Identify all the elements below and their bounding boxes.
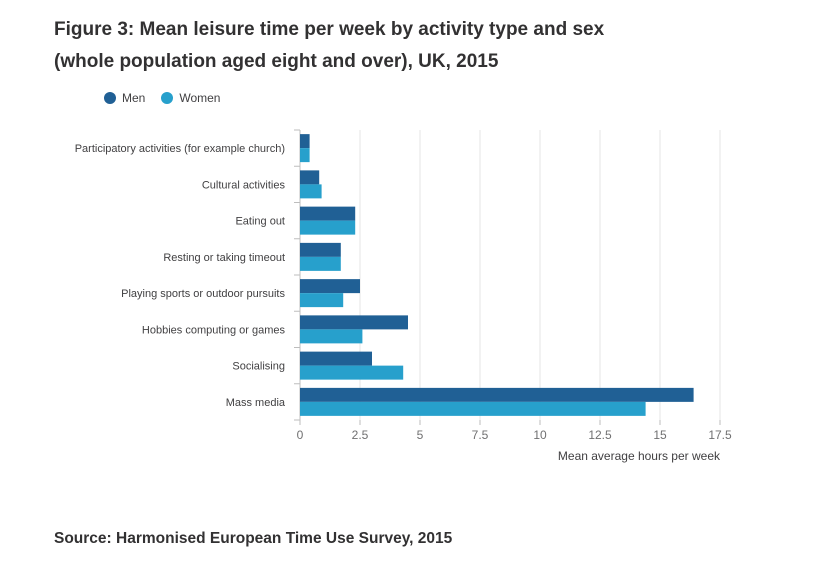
bar-men-4 [300,279,360,294]
bar-men-1 [300,170,320,185]
bar-women-0 [300,148,310,163]
bar-women-3 [300,256,341,271]
source-note: Source: Harmonised European Time Use Sur… [54,530,453,547]
legend-label-women: Women [179,91,221,105]
bar-women-7 [300,401,646,416]
x-tick-label-1: 2.5 [352,428,369,442]
category-label-5: Hobbies computing or games [142,324,286,336]
x-tick-label-4: 10 [533,428,547,442]
x-tick-label-6: 15 [653,428,667,442]
x-tick-label-5: 12.5 [588,428,612,442]
legend-swatch-men [104,92,116,104]
category-label-6: Socialising [232,361,285,373]
category-label-3: Resting or taking timeout [163,252,285,264]
bar-women-1 [300,184,322,199]
bar-men-0 [300,134,310,149]
category-label-1: Cultural activities [202,179,286,191]
legend-item-men: Men [104,91,145,105]
bar-women-2 [300,220,356,235]
x-tick-label-7: 17.5 [708,428,732,442]
chart-title-line-2: (whole population aged eight and over), … [54,51,499,72]
category-label-7: Mass media [226,397,286,409]
legend-swatch-women [161,92,174,104]
x-tick-label-0: 0 [297,428,304,442]
bar-women-4 [300,293,344,308]
bar-women-5 [300,329,363,344]
chart-title: Figure 3: Mean leisure time per week by … [54,14,754,78]
legend-label-men: Men [122,91,146,105]
category-label-0: Participatory activities (for example ch… [75,143,285,155]
legend-item-women: Women [161,91,220,105]
category-label-2: Eating out [235,216,285,228]
bar-men-3 [300,242,341,257]
x-axis-label: Mean average hours per week [558,449,721,463]
bar-men-5 [300,315,408,330]
category-label-4: Playing sports or outdoor pursuits [121,288,285,300]
x-tick-label-3: 7.5 [472,428,489,442]
chart-legend: Men Women [104,91,220,105]
chart-title-line-1: Figure 3: Mean leisure time per week by … [54,19,605,40]
bar-men-7 [300,387,694,402]
bar-men-6 [300,351,372,366]
x-tick-label-2: 5 [417,428,424,442]
bar-men-2 [300,206,356,221]
bar-women-6 [300,365,404,380]
